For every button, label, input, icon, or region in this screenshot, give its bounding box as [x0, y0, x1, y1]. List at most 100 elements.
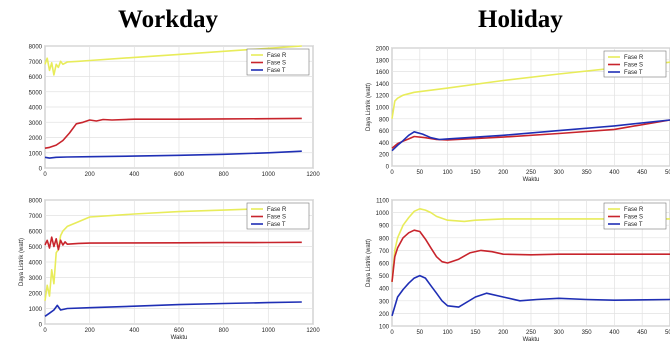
- x-tick-label: 200: [498, 170, 509, 176]
- y-tick-label: 8000: [29, 199, 43, 205]
- chart-workday-top: 0 1000 2000 3000 4000 5000 6000 7000 8000 0 200 400…: [29, 45, 321, 179]
- series-line-fase-t: [44, 301, 302, 317]
- chart-workday-bottom: 0 1000 2000 3000 4000 5000 6000 7000 8000 0 200 400…: [19, 199, 320, 342]
- x-tick-label: 500: [665, 170, 670, 176]
- y-tick-label: 600: [379, 129, 390, 135]
- x-tick-label: 0: [390, 170, 394, 176]
- x-axis-label: Waktu: [523, 337, 540, 342]
- y-tick-label: 1000: [29, 151, 43, 157]
- series-line-fase-r: [44, 207, 302, 301]
- y-tick-label: 1000: [376, 211, 390, 217]
- y-tick-label: 800: [379, 236, 390, 242]
- y-tick-label: 0: [39, 167, 43, 173]
- x-tick-label: 1000: [262, 172, 276, 178]
- x-tick-label: 400: [609, 170, 620, 176]
- x-tick-label: 450: [637, 170, 648, 176]
- y-tick-label: 200: [379, 312, 390, 318]
- y-tick-label: 5000: [29, 90, 43, 96]
- y-tick-label: 1000: [376, 106, 390, 112]
- y-tick-label: 2000: [29, 292, 43, 298]
- y-tick-label: 1400: [376, 82, 390, 88]
- x-tick-label: 0: [43, 328, 47, 334]
- y-tick-label: 5000: [29, 245, 43, 251]
- x-tick-label: 200: [85, 328, 96, 334]
- holiday-heading: Holiday: [478, 6, 563, 33]
- y-tick-label: 500: [379, 274, 390, 280]
- workday-heading: Workday: [118, 6, 219, 33]
- x-tick-label: 150: [470, 330, 481, 336]
- series-line-fase-r: [391, 61, 670, 119]
- x-tick-label: 400: [129, 328, 140, 334]
- legend-label: Fase R: [267, 53, 287, 59]
- x-tick-label: 350: [582, 330, 593, 336]
- series-line-fase-t: [44, 150, 302, 159]
- x-tick-label: 0: [43, 172, 47, 178]
- y-tick-label: 400: [379, 141, 390, 147]
- y-tick-label: 1000: [29, 307, 43, 313]
- x-tick-label: 400: [129, 172, 140, 178]
- y-tick-label: 1600: [376, 70, 390, 76]
- chart-holiday-bottom: 100 200 300 400 500 600 700 800 900 1000 1100 0 50 10…: [366, 199, 670, 342]
- y-tick-label: 6000: [29, 230, 43, 236]
- y-tick-label: 600: [379, 262, 390, 268]
- y-tick-label: 4000: [29, 106, 43, 112]
- y-tick-label: 3000: [29, 276, 43, 282]
- y-tick-label: 400: [379, 287, 390, 293]
- y-tick-label: 2000: [376, 47, 390, 53]
- x-tick-label: 250: [526, 170, 537, 176]
- x-tick-label: 100: [443, 170, 454, 176]
- y-tick-label: 800: [379, 117, 390, 123]
- x-tick-label: 50: [416, 330, 423, 336]
- x-tick-label: 200: [85, 172, 96, 178]
- y-tick-label: 200: [379, 153, 390, 159]
- legend-label: Fase T: [624, 70, 643, 76]
- x-tick-label: 800: [219, 172, 230, 178]
- x-tick-label: 50: [416, 170, 423, 176]
- legend-label: Fase S: [267, 61, 286, 67]
- y-tick-label: 900: [379, 224, 390, 230]
- x-tick-label: 800: [219, 328, 230, 334]
- series-line-fase-r: [391, 207, 670, 282]
- y-tick-label: 1800: [376, 58, 390, 64]
- legend-label: Fase S: [624, 63, 643, 69]
- y-tick-label: 6000: [29, 75, 43, 81]
- x-tick-label: 250: [526, 330, 537, 336]
- x-tick-label: 1200: [306, 328, 320, 334]
- x-tick-label: 400: [609, 330, 620, 336]
- y-tick-label: 0: [39, 323, 43, 329]
- x-tick-label: 600: [174, 328, 185, 334]
- series-line-fase-s: [44, 117, 302, 149]
- x-tick-label: 450: [637, 330, 648, 336]
- x-tick-label: 0: [390, 330, 394, 336]
- x-axis-label: Waktu: [171, 335, 188, 341]
- legend-label: Fase R: [267, 207, 287, 213]
- chart-holiday-top: 0 200 400 600 800 1000 1200 1400 1600 1800 2000 0 50…: [366, 47, 670, 183]
- x-tick-label: 150: [470, 170, 481, 176]
- x-tick-label: 200: [498, 330, 509, 336]
- legend-label: Fase R: [624, 207, 644, 213]
- y-tick-label: 700: [379, 249, 390, 255]
- legend-label: Fase S: [624, 215, 643, 221]
- y-tick-label: 3000: [29, 121, 43, 127]
- y-tick-label: 1100: [376, 199, 390, 205]
- series-line-fase-s: [391, 229, 670, 282]
- legend-label: Fase S: [267, 215, 286, 221]
- y-axis-label: Daya Listrik (watt): [366, 83, 372, 131]
- x-tick-label: 1000: [262, 328, 276, 334]
- y-tick-label: 2000: [29, 136, 43, 142]
- legend-label: Fase T: [624, 222, 643, 228]
- x-tick-label: 1200: [306, 172, 320, 178]
- legend-label: Fase T: [267, 222, 286, 228]
- y-tick-label: 7000: [29, 214, 43, 220]
- x-tick-label: 500: [665, 330, 670, 336]
- y-tick-label: 4000: [29, 261, 43, 267]
- x-tick-label: 600: [174, 172, 185, 178]
- legend-label: Fase T: [267, 68, 286, 74]
- legend-label: Fase R: [624, 55, 644, 61]
- y-tick-label: 100: [379, 325, 390, 331]
- series-line-fase-r: [44, 45, 302, 76]
- series-line-fase-t: [391, 119, 670, 152]
- series-line-fase-t: [391, 274, 670, 317]
- series-line-fase-s: [44, 236, 302, 251]
- y-tick-label: 1200: [376, 94, 390, 100]
